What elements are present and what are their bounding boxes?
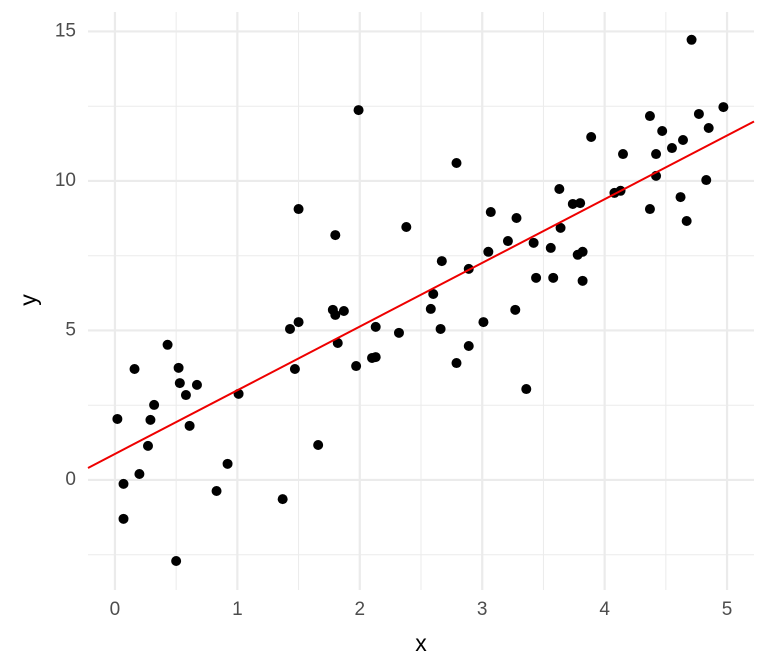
- point: [428, 288, 439, 299]
- point: [425, 303, 436, 314]
- point: [293, 204, 304, 215]
- point: [511, 213, 522, 224]
- x-tick-label: 4: [599, 599, 610, 620]
- point: [686, 34, 697, 45]
- point: [521, 384, 532, 395]
- point: [174, 378, 185, 389]
- point: [718, 102, 729, 113]
- point: [483, 246, 494, 257]
- point: [222, 458, 233, 469]
- y-tick-label: 0: [65, 469, 76, 490]
- x-tick-label: 1: [232, 599, 243, 620]
- point: [701, 175, 712, 186]
- point: [351, 361, 362, 372]
- point: [677, 134, 688, 145]
- point: [478, 317, 489, 328]
- y-tick-label: 5: [65, 319, 76, 340]
- point: [644, 111, 655, 122]
- point: [681, 216, 692, 227]
- point: [531, 272, 542, 283]
- point: [293, 317, 304, 328]
- y-axis-title: y: [15, 294, 41, 306]
- point: [173, 362, 184, 373]
- point: [211, 486, 222, 497]
- x-tick-label: 3: [477, 599, 488, 620]
- point: [330, 309, 341, 320]
- x-axis-title: x: [415, 630, 427, 656]
- point: [277, 494, 288, 505]
- point: [353, 105, 364, 116]
- point: [436, 256, 447, 267]
- y-tick-label: 10: [55, 170, 76, 191]
- point: [575, 198, 586, 209]
- point: [338, 306, 349, 317]
- point: [145, 414, 156, 425]
- x-tick-label: 0: [110, 599, 121, 620]
- point: [370, 352, 381, 363]
- point: [451, 358, 462, 369]
- point: [289, 364, 300, 375]
- point: [184, 420, 195, 431]
- point: [370, 321, 381, 332]
- point: [118, 513, 129, 524]
- point: [618, 149, 629, 160]
- point: [485, 207, 496, 218]
- point: [463, 341, 474, 352]
- point: [666, 143, 677, 154]
- point: [134, 468, 145, 479]
- x-tick-label: 5: [722, 599, 733, 620]
- point: [129, 364, 140, 375]
- point: [657, 126, 668, 137]
- x-tick-label: 2: [354, 599, 365, 620]
- point: [644, 204, 655, 215]
- point: [451, 158, 462, 169]
- point: [393, 327, 404, 338]
- point: [285, 323, 296, 334]
- point: [510, 304, 521, 315]
- point: [567, 198, 578, 209]
- point: [112, 413, 123, 424]
- point: [548, 272, 559, 283]
- point: [703, 123, 714, 134]
- point: [502, 236, 513, 247]
- point: [191, 379, 202, 390]
- point: [332, 338, 343, 349]
- point: [401, 221, 412, 232]
- point: [162, 339, 173, 350]
- point: [171, 555, 182, 566]
- point: [577, 275, 588, 286]
- point: [651, 149, 662, 160]
- point: [435, 323, 446, 334]
- point: [577, 246, 588, 257]
- point: [545, 242, 556, 253]
- point: [528, 237, 539, 248]
- y-tick-label: 15: [55, 20, 76, 41]
- point: [118, 478, 129, 489]
- point: [554, 184, 565, 195]
- point: [149, 399, 160, 410]
- point: [675, 192, 686, 203]
- point: [693, 108, 704, 119]
- point: [330, 230, 341, 241]
- point: [313, 439, 324, 450]
- point: [586, 131, 597, 142]
- regression-line: [87, 120, 755, 469]
- point: [555, 222, 566, 233]
- point: [142, 440, 153, 451]
- point: [180, 390, 191, 401]
